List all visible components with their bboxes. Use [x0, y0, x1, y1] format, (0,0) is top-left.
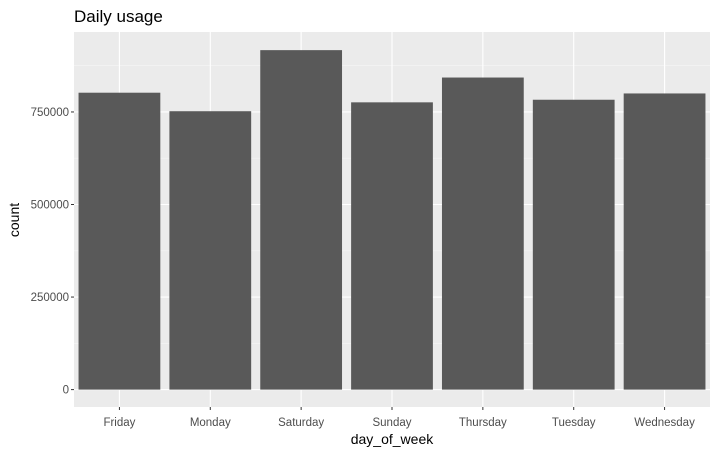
y-axis: 0 250000 500000 750000: [31, 107, 74, 397]
bar-tuesday: [532, 99, 615, 390]
bar-thursday: [441, 77, 524, 390]
x-tick-label: Saturday: [278, 417, 324, 429]
x-tick-label: Wednesday: [634, 417, 695, 429]
bars: [78, 50, 706, 390]
y-tick-label: 0: [63, 385, 69, 397]
y-axis-title: count: [6, 203, 22, 237]
x-tick-label: Tuesday: [552, 417, 596, 429]
x-tick-label: Monday: [190, 417, 231, 429]
y-tick-label: 500000: [31, 200, 69, 212]
bar-wednesday: [623, 93, 706, 390]
x-tick-label: Thursday: [459, 417, 507, 429]
bar-saturday: [260, 50, 343, 390]
x-axis-title: day_of_week: [351, 431, 435, 447]
x-tick-label: Friday: [103, 417, 135, 429]
x-axis: Friday Monday Saturday Sunday Thursday Tuesda…: [103, 407, 695, 429]
bar-sunday: [351, 102, 433, 390]
bar-friday: [78, 92, 161, 390]
y-tick-label: 250000: [31, 292, 69, 304]
chart-title: Daily usage: [74, 7, 163, 26]
y-tick-label: 750000: [31, 107, 69, 119]
x-tick-label: Sunday: [372, 417, 411, 429]
bar-monday: [169, 111, 252, 390]
